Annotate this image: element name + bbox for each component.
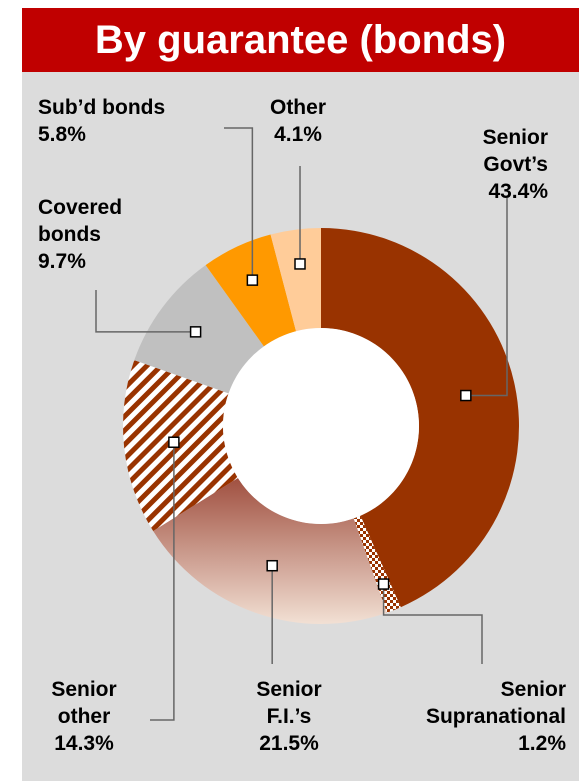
label-covered-bonds: Covered bonds 9.7%: [38, 196, 122, 273]
slice-senior-other: [122, 360, 238, 532]
marker-senior-govt: [460, 389, 472, 402]
marker-other: [294, 258, 306, 270]
label-line-subd-bonds: Sub’d bonds: [38, 96, 165, 119]
value-covered-bonds: 9.7%: [38, 250, 86, 273]
leader-line-senior-other: [150, 442, 175, 721]
slice-senior-govt: [321, 228, 520, 608]
label-senior-govt: Senior Govt’s 43.4%: [483, 126, 549, 203]
label-line-senior-fi: F.I.’s: [267, 705, 312, 728]
value-subd-bonds: 5.8%: [38, 123, 86, 146]
slice-other: [270, 228, 321, 332]
leader-line-senior-supranational: [382, 584, 483, 664]
label-line-senior-fi: Senior: [256, 678, 321, 701]
label-line-senior-govt: Senior: [483, 126, 548, 149]
label-line-senior-other: Senior: [51, 678, 116, 701]
marker-senior-other: [168, 436, 180, 448]
leader-line-senior-govt: [465, 198, 508, 397]
label-line-senior-supranational: Supranational: [426, 705, 566, 728]
slice-subd-bonds: [205, 234, 297, 347]
marker-senior-supranational: [377, 578, 390, 590]
marker-subd-bonds: [246, 274, 259, 286]
label-line-covered-bonds: Covered: [38, 196, 122, 219]
label-senior-supranational: Senior Supranational 1.2%: [426, 678, 566, 755]
leader-line-subd-bonds: [224, 127, 254, 281]
value-senior-fi: 21.5%: [259, 732, 319, 755]
label-line-covered-bonds: bonds: [38, 223, 101, 246]
label-line-other: Other: [270, 96, 326, 119]
value-senior-other: 14.3%: [54, 732, 114, 755]
title-bar: By guarantee (bonds): [22, 8, 579, 72]
donut-hole: [223, 328, 419, 524]
label-line-senior-govt: Govt’s: [483, 153, 548, 176]
marker-senior-fi: [266, 559, 278, 572]
slice-senior-fi: [153, 477, 387, 624]
value-senior-supranational: 1.2%: [518, 732, 566, 755]
label-senior-other: Senior other 14.3%: [51, 678, 116, 755]
label-other: Other 4.1%: [270, 96, 326, 146]
label-senior-fi: Senior F.I.’s 21.5%: [256, 678, 321, 755]
chart-title: By guarantee (bonds): [94, 18, 507, 62]
label-line-senior-supranational: Senior: [501, 678, 566, 701]
value-senior-govt: 43.4%: [488, 180, 548, 203]
value-other: 4.1%: [274, 123, 322, 146]
label-subd-bonds: Sub’d bonds 5.8%: [38, 96, 165, 146]
label-line-senior-other: other: [58, 705, 111, 728]
marker-covered-bonds: [189, 326, 202, 338]
leader-line-covered-bonds: [95, 290, 196, 333]
